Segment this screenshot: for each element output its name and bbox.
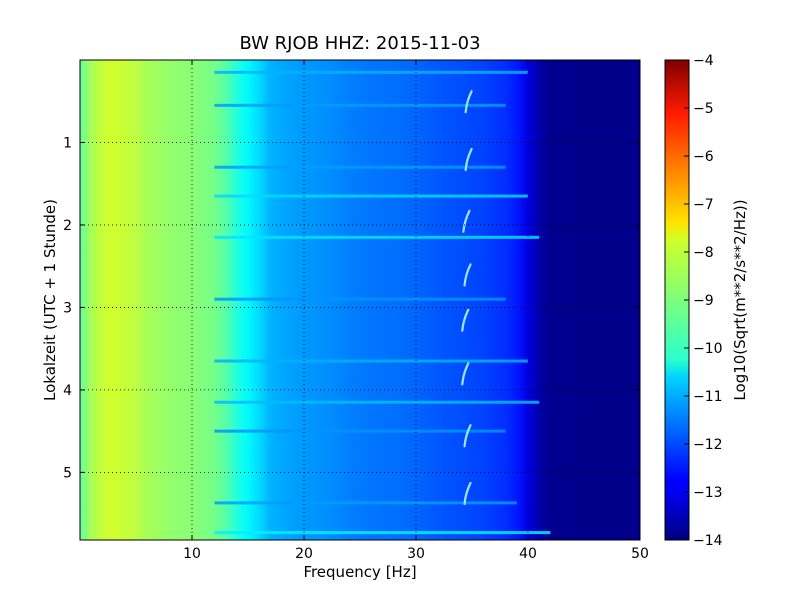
chirp-mark xyxy=(461,308,470,332)
y-tick-label: 2 xyxy=(63,218,72,234)
y-axis-label: Lokalzeit (UTC + 1 Stunde) xyxy=(41,199,59,401)
plot-area xyxy=(80,60,640,540)
chirp-mark xyxy=(463,263,472,287)
x-tick-label: 50 xyxy=(631,546,649,562)
chirp-mark xyxy=(461,362,470,386)
y-tick-label: 4 xyxy=(63,383,72,399)
spectral-band xyxy=(214,165,506,169)
grid xyxy=(80,60,640,540)
spectral-band xyxy=(214,235,540,239)
x-axis: 10 20 30 40 50 xyxy=(183,60,649,562)
x-tick-label: 30 xyxy=(407,546,425,562)
chart-title: BW RJOB HHZ: 2015-11-03 xyxy=(239,33,480,54)
plot-frame xyxy=(79,59,641,541)
chirp-mark xyxy=(464,90,473,114)
x-tick-label: 20 xyxy=(295,546,313,562)
chirp-mark xyxy=(464,147,473,172)
colorbar-tick-label: −5 xyxy=(693,101,714,117)
x-axis-label: Frequency [Hz] xyxy=(303,563,416,581)
chirp-mark xyxy=(462,209,471,233)
colorbar-tick-label: −7 xyxy=(693,197,714,213)
colorbar-ticks: −4 −5 −6 −7 −8 −9 −10 −11 −12 −13 −14 xyxy=(684,53,723,549)
spectral-band xyxy=(214,103,506,107)
spectral-band xyxy=(214,70,528,74)
colorbar-tick-label: −4 xyxy=(693,53,714,69)
colorbar: −4 −5 −6 −7 −8 −9 −10 −11 −12 −13 −14 xyxy=(664,53,723,549)
y-tick-label: 3 xyxy=(63,300,72,316)
spectral-band xyxy=(214,429,506,433)
spectral-band xyxy=(214,501,517,505)
chirp-mark xyxy=(463,424,472,448)
spectral-band xyxy=(214,359,528,363)
spectral-band xyxy=(214,400,540,404)
y-tick-label: 5 xyxy=(63,465,72,481)
colorbar-tick-label: −6 xyxy=(693,149,714,165)
x-tick-label: 10 xyxy=(183,546,201,562)
colorbar-tick-label: −12 xyxy=(693,437,723,453)
colorbar-tick-label: −13 xyxy=(693,485,723,501)
colorbar-tick-label: −10 xyxy=(693,341,723,357)
spectral-band xyxy=(214,297,506,301)
chirp-features xyxy=(461,90,473,506)
colorbar-tick-label: −8 xyxy=(693,245,714,261)
colorbar-tick-label: −14 xyxy=(693,533,723,549)
y-tick-label: 1 xyxy=(63,135,72,151)
spectral-band xyxy=(214,194,528,198)
colorbar-tick-label: −11 xyxy=(693,389,723,405)
horizontal-bands xyxy=(214,70,551,535)
colorbar-label: Log10(Sqrt(m**2/s**2/Hz)) xyxy=(731,199,749,400)
spectral-band xyxy=(214,531,551,535)
chirp-mark xyxy=(463,481,472,506)
colorbar-tick-label: −9 xyxy=(693,293,714,309)
x-tick-label: 40 xyxy=(519,546,537,562)
y-axis: 1 2 3 4 5 xyxy=(63,135,640,481)
